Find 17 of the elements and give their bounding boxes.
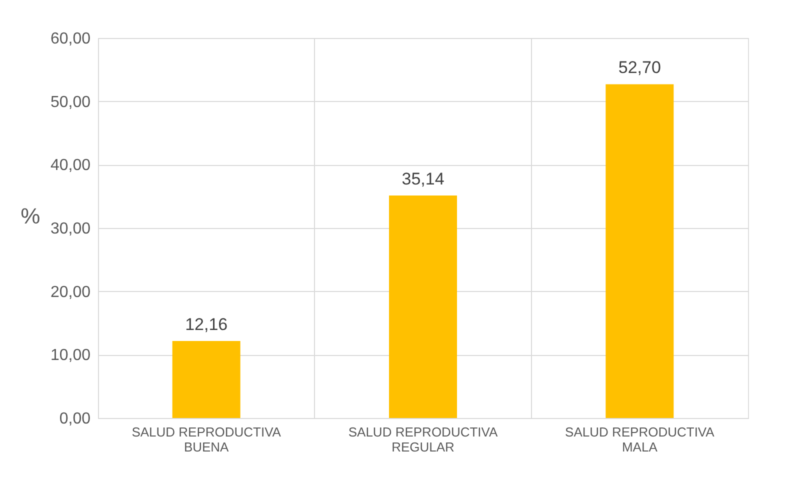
y-tick-label: 10,00 bbox=[50, 347, 91, 364]
y-tick-label: 30,00 bbox=[50, 220, 91, 238]
y-axis-title: % bbox=[20, 204, 40, 228]
x-tick-label: SALUD REPRODUCTIVA REGULAR bbox=[348, 424, 498, 454]
bar bbox=[606, 84, 674, 418]
y-tick-label: 0,00 bbox=[59, 410, 91, 428]
data-label: 12,16 bbox=[185, 314, 228, 334]
data-label: 35,14 bbox=[402, 169, 444, 188]
data-label: 52,70 bbox=[618, 58, 661, 78]
y-tick-label: 40,00 bbox=[50, 157, 91, 174]
bar bbox=[389, 195, 457, 418]
x-tick-label: SALUD REPRODUCTIVA MALA bbox=[565, 424, 715, 454]
y-tick-label: 20,00 bbox=[50, 284, 91, 301]
bar bbox=[172, 340, 240, 418]
x-tick-label: SALUD REPRODUCTIVA BUENA bbox=[132, 424, 282, 454]
y-tick-label: 50,00 bbox=[50, 94, 91, 111]
y-tick-label: 60,00 bbox=[50, 30, 91, 48]
